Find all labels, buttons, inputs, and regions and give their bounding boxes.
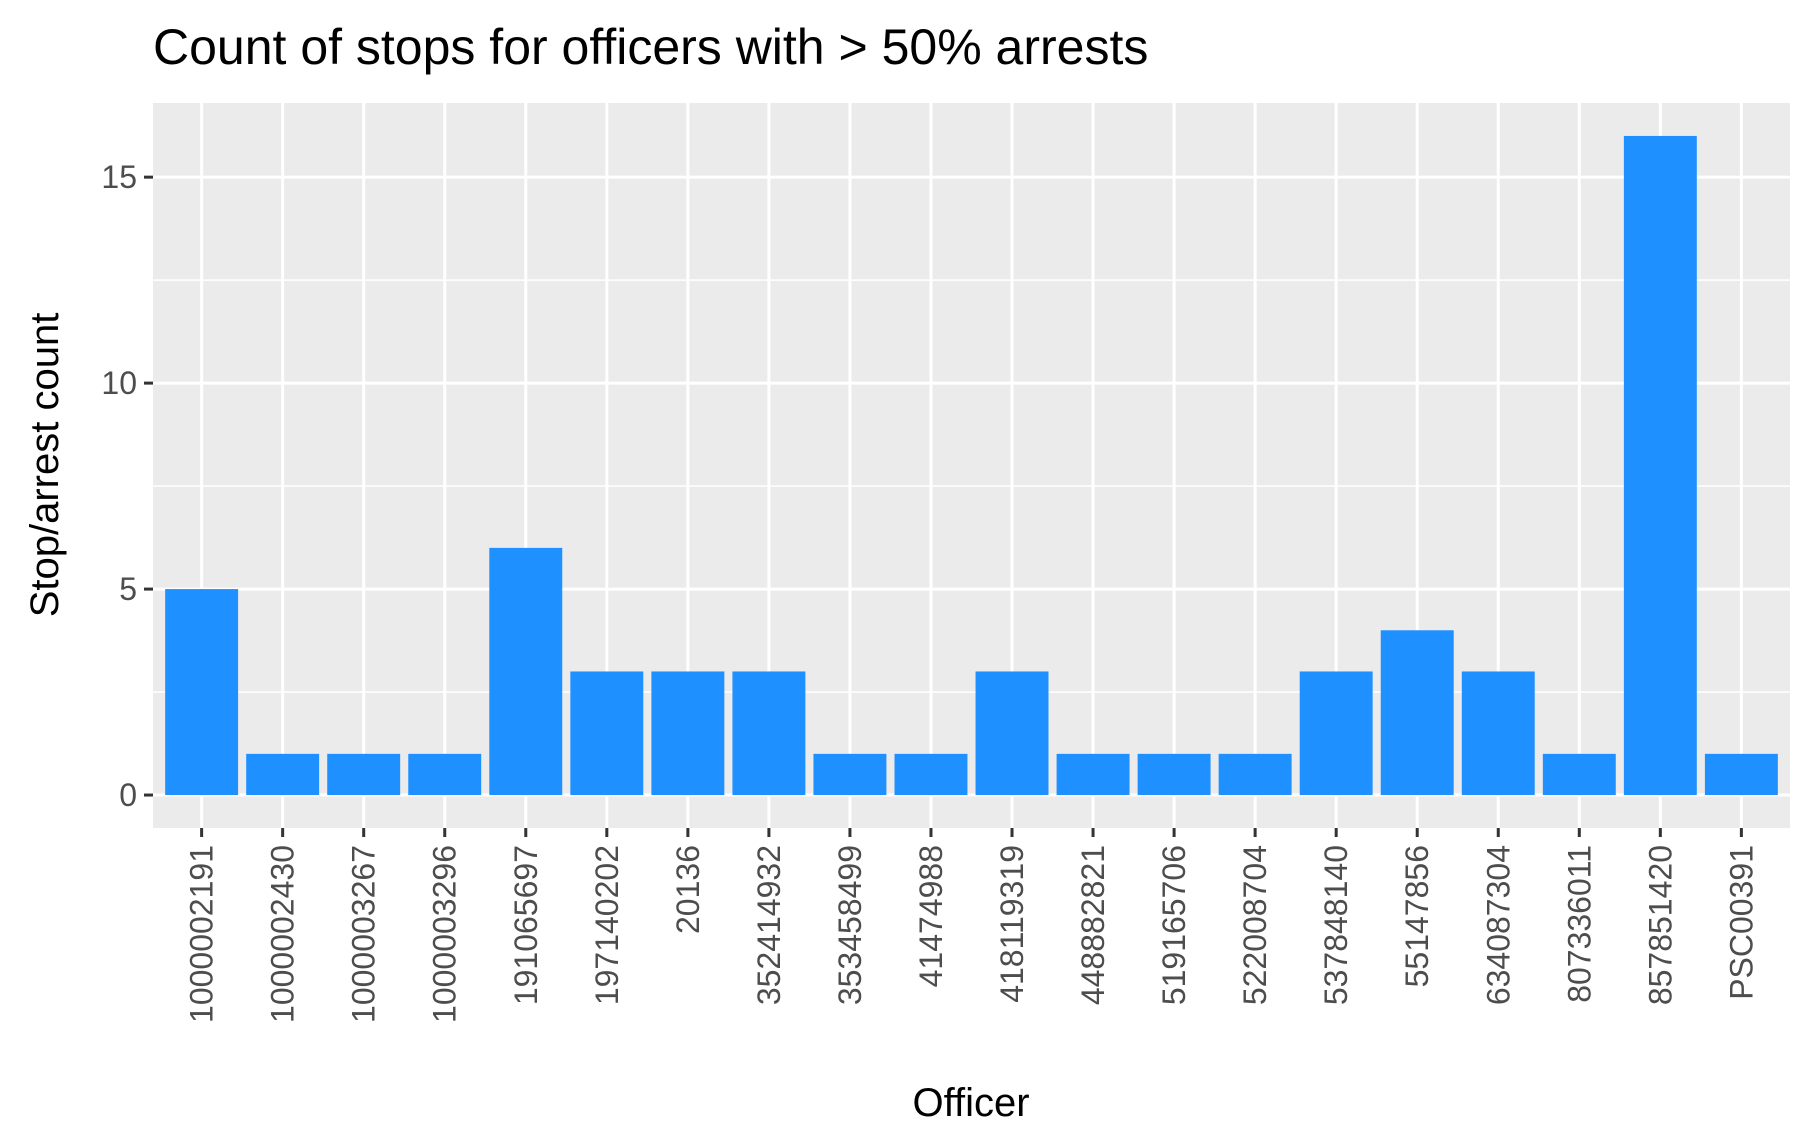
bar-353458499 bbox=[813, 753, 887, 796]
x-tick-label: 448882821 bbox=[1075, 845, 1111, 1005]
x-tick-label: 522008704 bbox=[1237, 845, 1273, 1005]
x-tick-label: 519165706 bbox=[1156, 845, 1192, 1005]
x-tick-label: 20136 bbox=[670, 845, 706, 934]
bars bbox=[165, 135, 1778, 796]
plot-panel bbox=[153, 103, 1790, 828]
x-tick-label: PSC00391 bbox=[1723, 845, 1759, 1000]
x-axis-title: Officer bbox=[912, 1081, 1029, 1125]
x-tick-label: 353458499 bbox=[832, 845, 868, 1005]
x-tick-label: 1000002191 bbox=[184, 845, 220, 1023]
bar-197140202 bbox=[570, 671, 644, 796]
y-axis: 0 5 10 15 bbox=[101, 159, 153, 813]
x-tick-label: 418119319 bbox=[994, 845, 1030, 1003]
bar-PSC00391 bbox=[1704, 753, 1778, 796]
y-tick-label: 5 bbox=[119, 571, 137, 607]
bar-537848140 bbox=[1299, 671, 1373, 796]
bar-1000002430 bbox=[246, 753, 320, 796]
bar-41474988 bbox=[894, 753, 968, 796]
x-tick-label: 41474988 bbox=[913, 845, 949, 987]
x-tick-label: 1000003296 bbox=[427, 845, 463, 1023]
bar-519165706 bbox=[1137, 753, 1211, 796]
x-tick-label: 55147856 bbox=[1399, 845, 1435, 987]
bar-1000003296 bbox=[408, 753, 482, 796]
x-tick-label: 197140202 bbox=[589, 845, 625, 1005]
y-axis-title: Stop/arrest count bbox=[23, 313, 67, 618]
x-axis: 1000002191 1000002430 1000003267 1000003296… bbox=[184, 828, 1759, 1023]
y-tick-label: 10 bbox=[101, 365, 137, 401]
bar-20136 bbox=[651, 671, 725, 796]
x-tick-label: 537848140 bbox=[1318, 845, 1354, 1005]
chart-title: Count of stops for officers with > 50% a… bbox=[153, 19, 1148, 75]
x-tick-label: 1000002430 bbox=[265, 845, 301, 1023]
x-tick-label: 352414932 bbox=[751, 845, 787, 1005]
bar-857851420 bbox=[1623, 135, 1697, 796]
x-tick-label: 807336011 bbox=[1561, 845, 1597, 1003]
bar-1000002191 bbox=[165, 589, 239, 796]
x-tick-label: 634087304 bbox=[1480, 845, 1516, 1005]
y-tick-label: 0 bbox=[119, 777, 137, 813]
bar-634087304 bbox=[1461, 671, 1535, 796]
bar-448882821 bbox=[1056, 753, 1130, 796]
bar-522008704 bbox=[1218, 753, 1292, 796]
bar-55147856 bbox=[1380, 630, 1454, 796]
x-tick-label: 191065697 bbox=[508, 845, 544, 1005]
x-tick-label: 1000003267 bbox=[346, 845, 382, 1023]
bar-807336011 bbox=[1542, 753, 1616, 796]
bar-1000003267 bbox=[327, 753, 401, 796]
y-tick-label: 15 bbox=[101, 159, 137, 195]
bar-191065697 bbox=[489, 547, 563, 796]
bar-352414932 bbox=[732, 671, 806, 796]
x-tick-label: 857851420 bbox=[1642, 845, 1678, 1005]
bar-418119319 bbox=[975, 671, 1049, 796]
